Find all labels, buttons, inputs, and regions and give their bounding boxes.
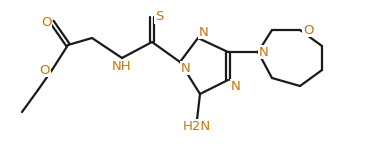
Text: S: S xyxy=(155,10,163,24)
Text: O: O xyxy=(41,15,51,29)
Text: O: O xyxy=(40,63,50,76)
Text: H2N: H2N xyxy=(183,119,211,132)
Text: N: N xyxy=(199,25,209,39)
Text: NH: NH xyxy=(112,59,132,73)
Text: O: O xyxy=(303,24,313,37)
Text: N: N xyxy=(181,61,191,75)
Text: N: N xyxy=(259,46,269,58)
Text: N: N xyxy=(231,80,241,93)
